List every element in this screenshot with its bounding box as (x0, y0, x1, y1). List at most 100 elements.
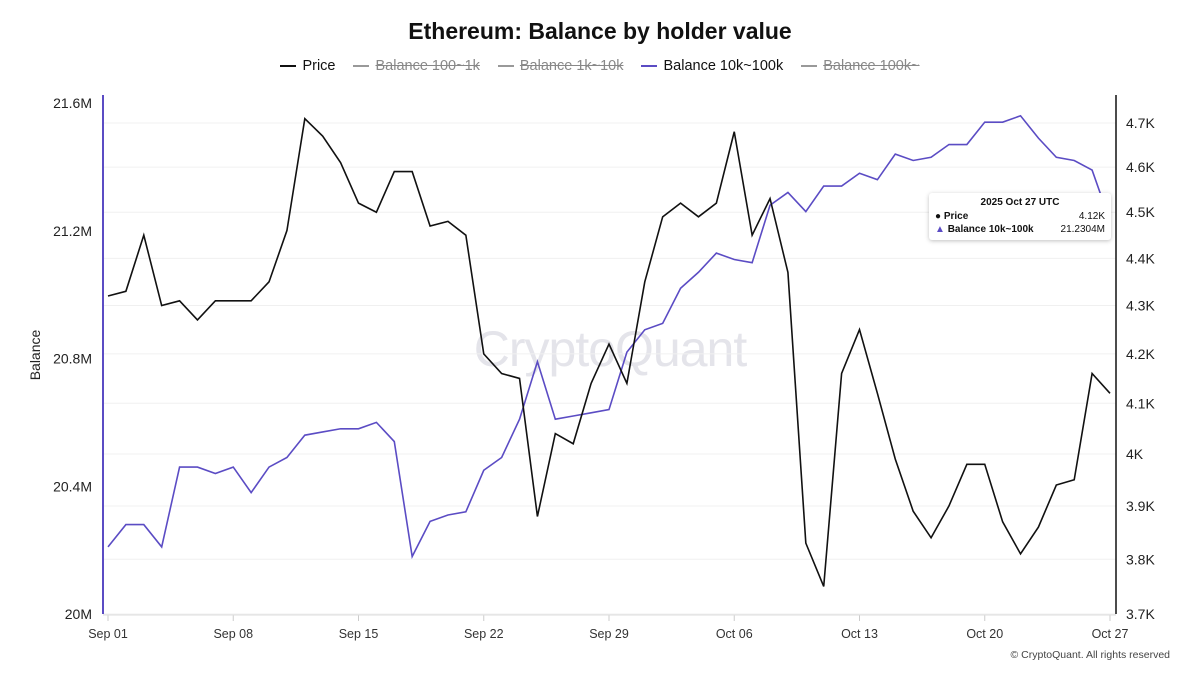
triangle-icon: ▲ (935, 224, 945, 235)
x-tick-label: Sep 22 (464, 627, 504, 641)
tooltip-label: Balance 10k~100k (947, 224, 1034, 235)
legend-item-balance-100k[interactable]: Balance 100k~ (801, 58, 920, 74)
balance-point (1072, 158, 1076, 162)
price-point (607, 342, 611, 346)
price-point (804, 541, 808, 545)
balance-point (553, 417, 557, 421)
price-point (410, 170, 414, 174)
price-point (267, 280, 271, 284)
balance-point (339, 427, 343, 431)
right-tick-label: 4.2K (1126, 346, 1155, 362)
x-tick-label: Sep 08 (213, 627, 253, 641)
price-point (178, 299, 182, 303)
price-point (911, 509, 915, 513)
balance-point (911, 158, 915, 162)
balance-point (643, 328, 647, 332)
price-point (285, 229, 289, 233)
price-point (553, 432, 557, 436)
balance-point (893, 152, 897, 156)
balance-point (589, 411, 593, 415)
price-point (231, 299, 235, 303)
price-point (625, 381, 629, 385)
price-point (392, 170, 396, 174)
x-tick-label: Oct 20 (966, 627, 1003, 641)
balance-point (696, 270, 700, 274)
legend-label: Balance 100~1k (375, 58, 480, 74)
balance-point (571, 414, 575, 418)
balance-point (625, 350, 629, 354)
x-tick-label: Sep 15 (339, 627, 379, 641)
right-tick-label: 4K (1126, 446, 1144, 462)
balance-point (500, 456, 504, 460)
price-point (374, 210, 378, 214)
balance-point (213, 471, 217, 475)
price-point (714, 201, 718, 205)
balance-point (983, 120, 987, 124)
price-point (535, 515, 539, 519)
left-tick-label: 20.4M (53, 478, 92, 494)
balance-point (965, 143, 969, 147)
tooltip-value: 21.2304M (1060, 224, 1105, 235)
balance-point (1036, 136, 1040, 140)
price-point (339, 161, 343, 165)
price-point (1072, 478, 1076, 482)
price-point (965, 462, 969, 466)
y-axis-label: Balance (27, 329, 43, 380)
balance-point (929, 155, 933, 159)
price-point (1001, 520, 1005, 524)
x-tick-label: Oct 06 (716, 627, 753, 641)
price-point (732, 130, 736, 134)
legend-label: Balance 1k~10k (519, 58, 624, 74)
right-tick-label: 4.4K (1126, 250, 1155, 266)
balance-point (124, 523, 128, 527)
price-point (446, 219, 450, 223)
legend-swatch (353, 65, 370, 67)
legend-item-balance-1k-10k[interactable]: Balance 1k~10k (497, 58, 624, 74)
balance-point (482, 468, 486, 472)
balance-point (357, 427, 361, 431)
balance-point (428, 519, 432, 523)
balance-point (804, 210, 808, 214)
x-tick-label: Sep 29 (589, 627, 629, 641)
price-point (840, 371, 844, 375)
price-point (142, 233, 146, 237)
right-axis: 3.7K 3.8K 3.9K 4K 4.1K 4.2K 4.3K 4.4K 4.5K 4.6K 4.… (1126, 115, 1155, 622)
balance-point (285, 456, 289, 460)
right-tick-label: 4.1K (1126, 395, 1155, 411)
price-point (983, 462, 987, 466)
balance-point (464, 510, 468, 514)
right-tick-label: 3.8K (1126, 551, 1155, 567)
balance-point (518, 417, 522, 421)
balance-point (679, 286, 683, 290)
legend-item-balance-100-1k[interactable]: Balance 100~1k (353, 58, 480, 74)
price-point (1036, 525, 1040, 529)
legend-swatch (641, 65, 658, 67)
balance-point (768, 203, 772, 207)
price-point (768, 197, 772, 201)
balance-point (714, 251, 718, 255)
price-point (661, 215, 665, 219)
price-point (1108, 391, 1112, 395)
price-point (1054, 483, 1058, 487)
price-point (106, 294, 110, 298)
legend-swatch (280, 65, 297, 67)
price-point (679, 201, 683, 205)
price-point (428, 224, 432, 228)
right-tick-label: 4.6K (1126, 159, 1155, 175)
x-tick-label: Sep 01 (88, 627, 128, 641)
price-point (643, 280, 647, 284)
price-point (893, 457, 897, 461)
legend-swatch (497, 65, 514, 67)
balance-point (1090, 168, 1094, 172)
balance-point (178, 465, 182, 469)
balance-point (607, 408, 611, 412)
legend-item-price[interactable]: Price (280, 58, 335, 74)
balance-point (106, 545, 110, 549)
right-tick-label: 4.7K (1126, 115, 1155, 131)
legend-item-balance-10k-100k[interactable]: Balance 10k~100k (641, 58, 783, 74)
x-axis: Sep 01 Sep 08 Sep 15 Sep 22 Sep 29 Oct 06 Oct … (88, 615, 1128, 641)
legend-label: Price (302, 58, 336, 74)
right-tick-label: 4.5K (1126, 204, 1155, 220)
balance-point (249, 491, 253, 495)
